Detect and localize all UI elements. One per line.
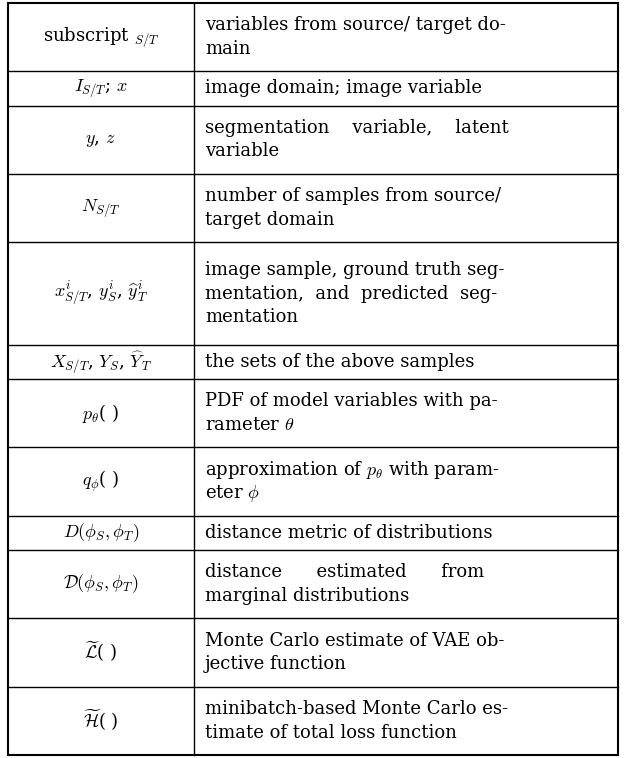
Text: approximation of $p_{\theta}$ with param-: approximation of $p_{\theta}$ with param…	[205, 459, 500, 481]
Text: $\widetilde{\mathcal{H}}$( ): $\widetilde{\mathcal{H}}$( )	[83, 708, 118, 733]
Text: PDF of model variables with pa-: PDF of model variables with pa-	[205, 393, 498, 410]
Text: segmentation    variable,    latent: segmentation variable, latent	[205, 119, 509, 137]
Text: Monte Carlo estimate of VAE ob-: Monte Carlo estimate of VAE ob-	[205, 631, 505, 650]
Text: timate of total loss function: timate of total loss function	[205, 724, 457, 741]
Text: image domain; image variable: image domain; image variable	[205, 80, 482, 98]
Text: $I_{S/T}$; $x$: $I_{S/T}$; $x$	[74, 77, 128, 99]
Text: $\mathcal{D}(\phi_S, \phi_T)$: $\mathcal{D}(\phi_S, \phi_T)$	[63, 573, 138, 596]
Text: distance metric of distributions: distance metric of distributions	[205, 524, 493, 542]
Text: $N_{S/T}$: $N_{S/T}$	[81, 197, 120, 219]
Text: $X_{S/T}$, $Y_S$, $\widehat{Y}_T$: $X_{S/T}$, $Y_S$, $\widehat{Y}_T$	[49, 349, 151, 374]
Text: main: main	[205, 40, 250, 58]
Text: marginal distributions: marginal distributions	[205, 587, 409, 605]
Text: mentation: mentation	[205, 308, 298, 326]
Text: minibatch-based Monte Carlo es-: minibatch-based Monte Carlo es-	[205, 700, 508, 718]
Text: $y$, $z$: $y$, $z$	[85, 130, 116, 149]
Text: image sample, ground truth seg-: image sample, ground truth seg-	[205, 261, 505, 279]
Text: target domain: target domain	[205, 211, 335, 229]
Text: $p_{\theta}$( ): $p_{\theta}$( )	[82, 402, 120, 424]
Text: subscript $_{S/T}$: subscript $_{S/T}$	[43, 26, 159, 49]
Text: mentation,  and  predicted  seg-: mentation, and predicted seg-	[205, 284, 498, 302]
Text: the sets of the above samples: the sets of the above samples	[205, 353, 475, 371]
Text: variable: variable	[205, 143, 279, 161]
Text: $q_{\phi}$( ): $q_{\phi}$( )	[82, 469, 119, 494]
Text: $x^i_{S/T}$, $y^i_S$, $\widehat{y}^i_T$: $x^i_{S/T}$, $y^i_S$, $\widehat{y}^i_T$	[54, 280, 148, 307]
Text: variables from source/ target do-: variables from source/ target do-	[205, 17, 506, 34]
Text: eter $\phi$: eter $\phi$	[205, 483, 260, 504]
Text: rameter $\theta$: rameter $\theta$	[205, 416, 295, 434]
Text: number of samples from source/: number of samples from source/	[205, 187, 501, 205]
Text: distance      estimated      from: distance estimated from	[205, 563, 485, 581]
Text: jective function: jective function	[205, 655, 347, 673]
Text: $\widetilde{\mathcal{L}}$( ): $\widetilde{\mathcal{L}}$( )	[85, 641, 117, 665]
Text: $D(\phi_S, \phi_T)$: $D(\phi_S, \phi_T)$	[63, 522, 139, 544]
